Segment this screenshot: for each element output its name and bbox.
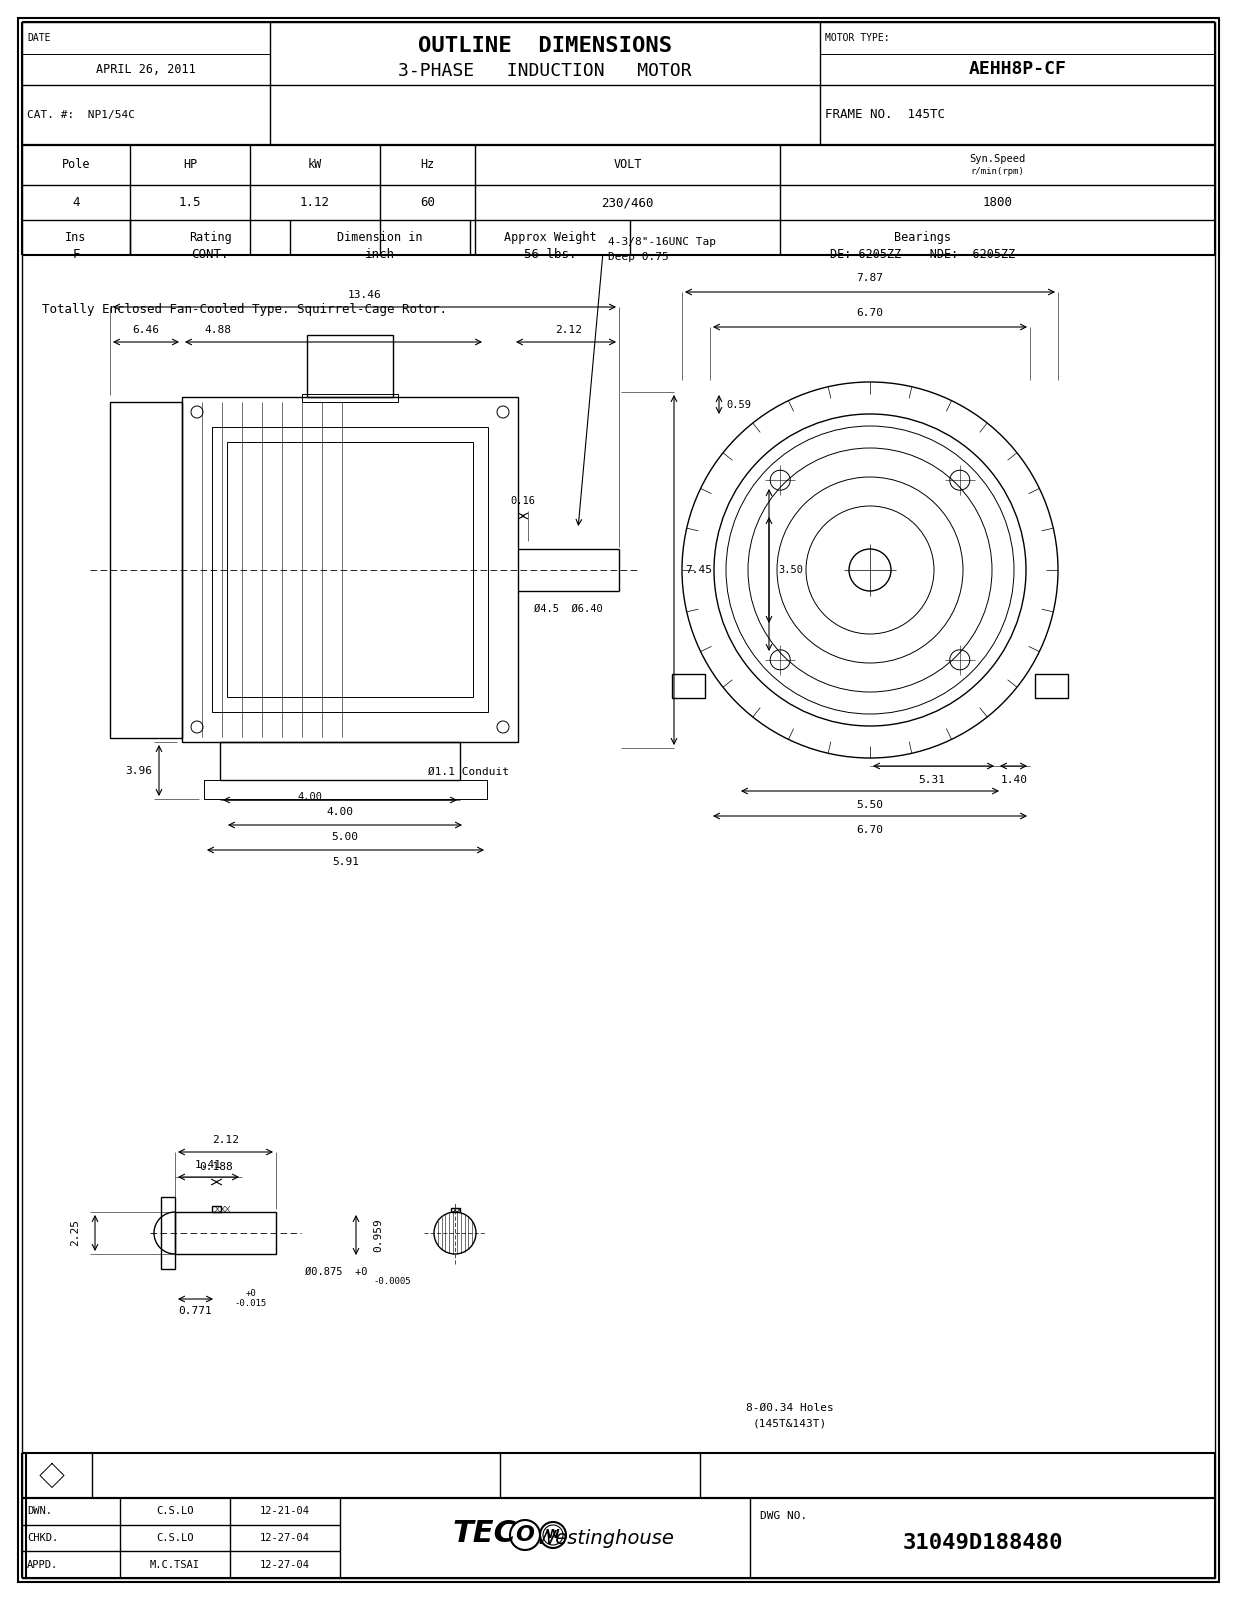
Text: 0.16: 0.16 (511, 496, 536, 506)
Text: Ø4.5  Ø6.40: Ø4.5 Ø6.40 (533, 603, 602, 614)
Text: F: F (72, 248, 79, 261)
Bar (110, 402, 182, 738)
Text: 7.45: 7.45 (685, 565, 713, 574)
Text: 3.50: 3.50 (778, 565, 804, 574)
Bar (212, 427, 489, 712)
Text: 5.31: 5.31 (919, 774, 945, 786)
Text: Bearings: Bearings (894, 230, 951, 243)
Bar (220, 742, 460, 781)
Text: 12-21-04: 12-21-04 (260, 1506, 310, 1517)
Text: r/min(rpm): r/min(rpm) (971, 166, 1024, 176)
Text: 4.88: 4.88 (204, 325, 231, 334)
Text: APPD.: APPD. (27, 1560, 58, 1570)
Text: 13.46: 13.46 (348, 290, 381, 301)
Text: Deep 0.75: Deep 0.75 (609, 251, 669, 262)
Text: Westinghouse: Westinghouse (536, 1528, 674, 1547)
Text: O: O (516, 1525, 534, 1546)
Bar (182, 397, 518, 742)
Text: W: W (546, 1528, 560, 1541)
Text: 1.5: 1.5 (179, 195, 202, 210)
Bar (307, 334, 393, 397)
Text: Pole: Pole (62, 158, 90, 171)
Text: HP: HP (183, 158, 197, 171)
Text: APRIL 26, 2011: APRIL 26, 2011 (96, 62, 195, 75)
Text: -0.0005: -0.0005 (374, 1277, 411, 1286)
Text: Totally Enclosed Fan-Cooled Type. Squirrel-Cage Rotor.: Totally Enclosed Fan-Cooled Type. Squirr… (42, 304, 447, 317)
Text: Ins: Ins (66, 230, 87, 243)
Text: Hz: Hz (421, 158, 434, 171)
Text: 4: 4 (72, 195, 79, 210)
Text: inch: inch (365, 248, 395, 261)
Text: CAT. #:  NP1/54C: CAT. #: NP1/54C (27, 110, 135, 120)
Text: FRAME NO.  145TC: FRAME NO. 145TC (825, 109, 945, 122)
Text: (145T&143T): (145T&143T) (753, 1418, 828, 1427)
Bar (212, 1206, 221, 1213)
Text: 1.40: 1.40 (1001, 774, 1028, 786)
Text: DE: 6205ZZ    NDE:  6205ZZ: DE: 6205ZZ NDE: 6205ZZ (830, 248, 1016, 261)
Text: 1800: 1800 (982, 195, 1013, 210)
Text: 1.41: 1.41 (194, 1160, 221, 1170)
Text: MOTOR TYPE:: MOTOR TYPE: (825, 32, 889, 43)
Text: Dimension in: Dimension in (338, 230, 423, 243)
Text: 5.91: 5.91 (332, 858, 359, 867)
Text: 12-27-04: 12-27-04 (260, 1560, 310, 1570)
Text: 230/460: 230/460 (601, 195, 653, 210)
Text: Syn.Speed: Syn.Speed (970, 154, 1025, 165)
Text: 1.12: 1.12 (301, 195, 330, 210)
Text: 3.96: 3.96 (125, 765, 152, 776)
Text: 60: 60 (421, 195, 435, 210)
Text: kW: kW (308, 158, 322, 171)
Text: 3-PHASE   INDUCTION   MOTOR: 3-PHASE INDUCTION MOTOR (398, 62, 691, 80)
Text: -0.015: -0.015 (235, 1299, 267, 1307)
Text: 4.00: 4.00 (298, 792, 323, 802)
Text: 2.25: 2.25 (71, 1219, 80, 1246)
Bar (228, 442, 473, 698)
Text: 0.959: 0.959 (374, 1218, 383, 1251)
Text: DATE: DATE (27, 32, 51, 43)
Bar (302, 394, 398, 402)
Bar (174, 1213, 276, 1254)
Text: 0.771: 0.771 (178, 1306, 213, 1315)
Text: CHKD.: CHKD. (27, 1533, 58, 1542)
Bar (452, 1208, 460, 1213)
Text: 6.46: 6.46 (132, 325, 160, 334)
Text: Rating: Rating (188, 230, 231, 243)
Bar (1035, 674, 1068, 698)
Text: C.S.LO: C.S.LO (156, 1533, 194, 1542)
Bar (161, 1197, 174, 1269)
Text: 5.50: 5.50 (856, 800, 883, 810)
Text: AEHH8P-CF: AEHH8P-CF (969, 61, 1066, 78)
Text: 56 lbs.: 56 lbs. (523, 248, 576, 261)
Text: VOLT: VOLT (614, 158, 642, 171)
Text: 6.70: 6.70 (856, 307, 883, 318)
Text: 4.00: 4.00 (327, 806, 354, 818)
Text: 0.188: 0.188 (199, 1162, 233, 1171)
Text: 7.87: 7.87 (856, 274, 883, 283)
Text: 2.12: 2.12 (555, 325, 581, 334)
Text: TEC: TEC (453, 1518, 517, 1547)
Text: M.C.TSAI: M.C.TSAI (150, 1560, 200, 1570)
Text: C.S.LO: C.S.LO (156, 1506, 194, 1517)
Text: Approx Weight: Approx Weight (503, 230, 596, 243)
Text: Ø1.1 Conduit: Ø1.1 Conduit (428, 766, 508, 778)
Text: 5.00: 5.00 (332, 832, 359, 842)
Text: +0: +0 (246, 1288, 256, 1298)
Text: 2.12: 2.12 (212, 1134, 239, 1146)
Bar (672, 674, 705, 698)
Bar (204, 781, 487, 798)
Text: DWG NO.: DWG NO. (760, 1510, 808, 1522)
Text: CONT.: CONT. (192, 248, 229, 261)
Text: OUTLINE  DIMENSIONS: OUTLINE DIMENSIONS (418, 35, 672, 56)
Text: 31049D188480: 31049D188480 (902, 1533, 1063, 1554)
Text: 12-27-04: 12-27-04 (260, 1533, 310, 1542)
Text: 4-3/8"-16UNC Tap: 4-3/8"-16UNC Tap (609, 237, 716, 246)
Text: DWN.: DWN. (27, 1506, 52, 1517)
Text: 8-Ø0.34 Holes: 8-Ø0.34 Holes (746, 1403, 834, 1413)
Text: 6.70: 6.70 (856, 826, 883, 835)
Text: 0.59: 0.59 (726, 400, 752, 410)
Text: Ø0.875  +0: Ø0.875 +0 (306, 1267, 367, 1277)
